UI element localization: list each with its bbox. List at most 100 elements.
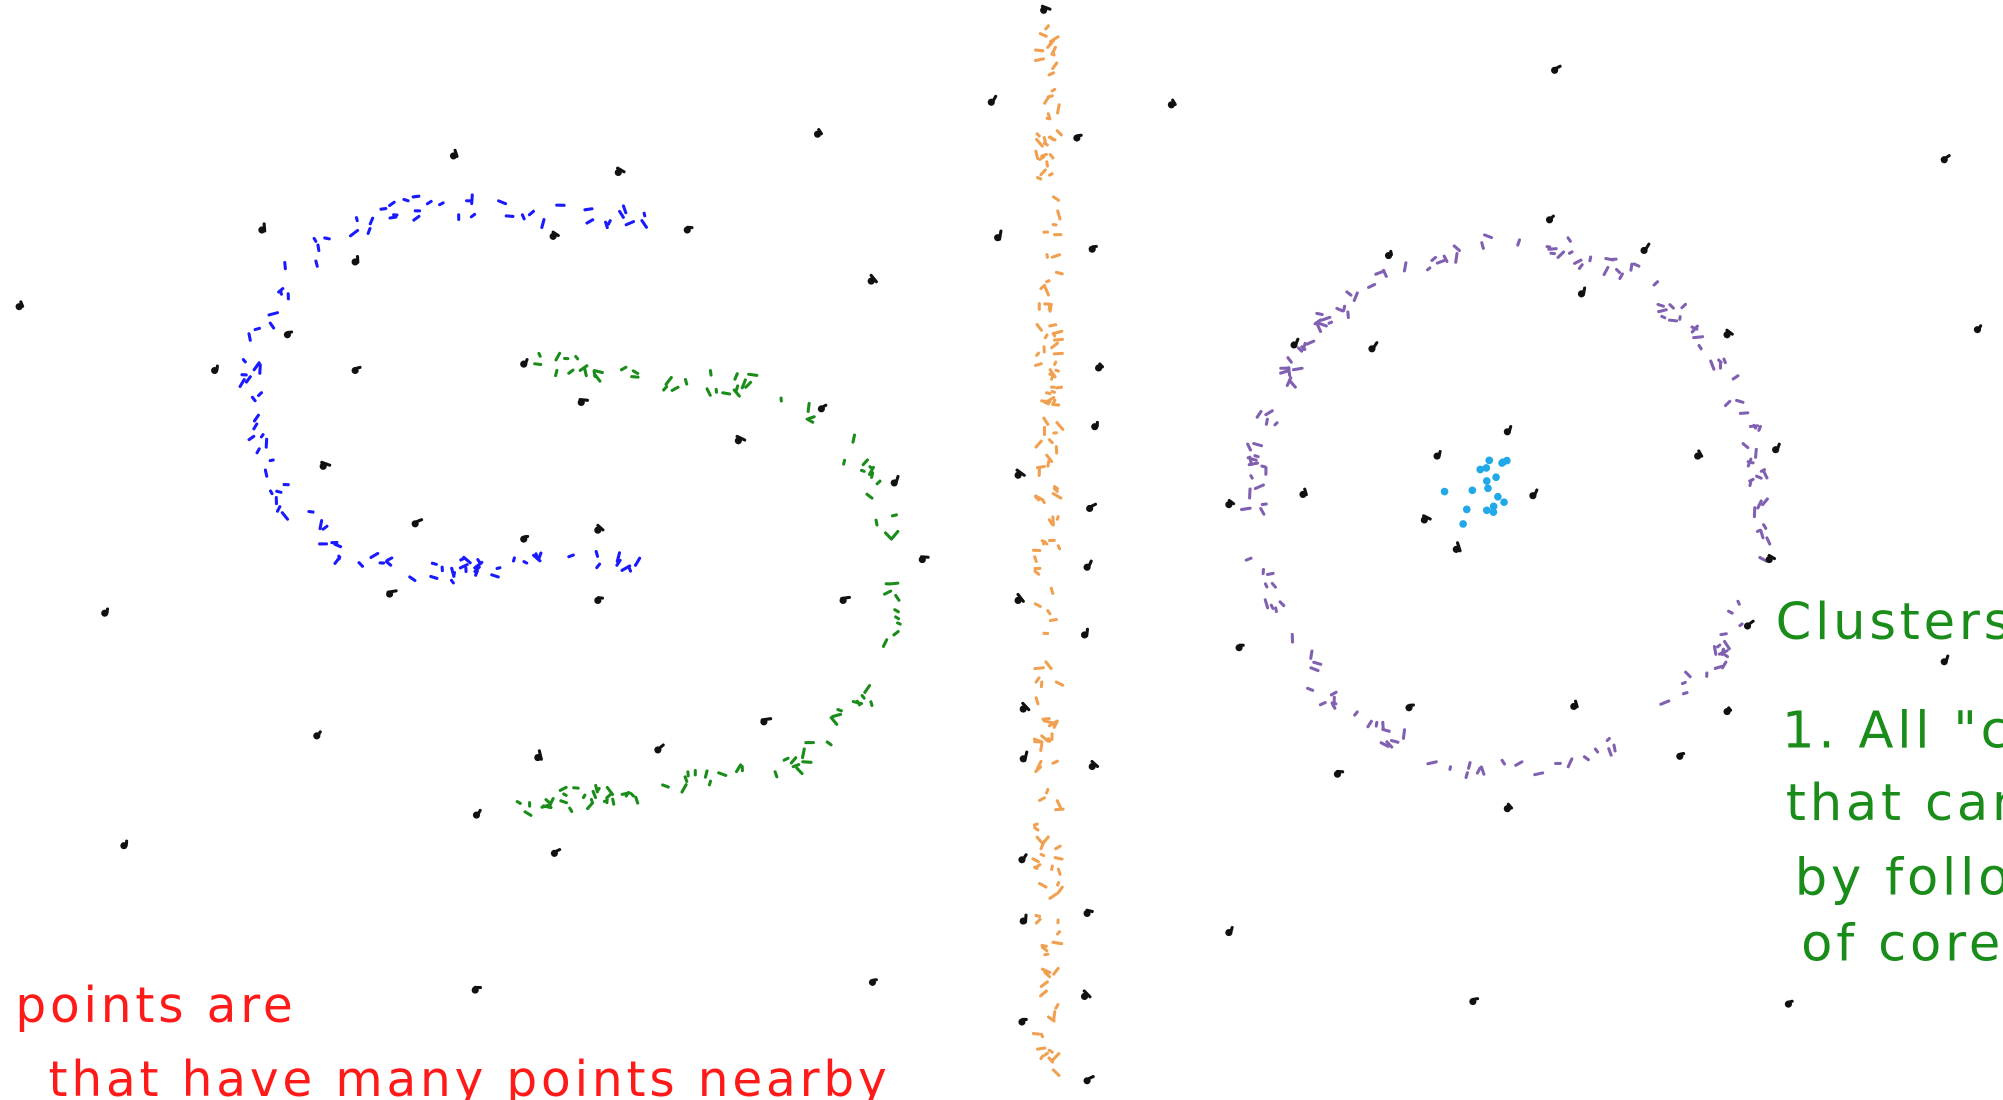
green-point: [831, 712, 843, 719]
green-point: [578, 364, 589, 372]
green-point: [602, 799, 609, 803]
orange-point: [1034, 913, 1042, 918]
blue-point: [323, 236, 331, 241]
green-point: [683, 377, 689, 386]
purple-point: [1697, 343, 1703, 351]
green-point: [875, 479, 882, 486]
purple-point: [1604, 257, 1615, 262]
green-point: [683, 775, 689, 783]
orange-point: [1056, 867, 1062, 876]
blue-point: [277, 287, 285, 294]
purple-point: [1260, 502, 1268, 507]
purple-point: [1259, 507, 1266, 516]
blue-point: [438, 201, 445, 207]
purple-point: [1738, 411, 1750, 415]
purple-point: [1480, 241, 1485, 250]
purple-point: [1366, 719, 1373, 729]
noise-stroke: [1727, 706, 1733, 712]
blue-point: [624, 220, 636, 227]
purple-point: [1315, 323, 1323, 333]
green-point: [868, 465, 874, 470]
orange-point: [1046, 737, 1052, 743]
green-point: [630, 375, 640, 379]
purple-point: [1244, 556, 1253, 562]
green-point: [795, 766, 804, 776]
noise-stroke: [893, 474, 900, 486]
orange-point: [1053, 337, 1064, 342]
orange-point: [1034, 439, 1043, 449]
noise-stroke: [316, 730, 322, 737]
orange-point: [1033, 57, 1045, 63]
purple-point: [1719, 632, 1728, 637]
green-point: [703, 769, 709, 779]
purple-point: [1464, 771, 1469, 779]
orange-point: [1034, 696, 1040, 706]
orange-point: [1033, 569, 1041, 576]
green-point: [836, 707, 843, 713]
orange-point: [1054, 270, 1064, 276]
green-point: [893, 608, 900, 614]
purple-point: [1435, 259, 1446, 265]
purple-point: [1605, 736, 1611, 743]
purple-point: [1287, 366, 1292, 377]
purple-point: [1264, 409, 1274, 417]
purple-point: [1442, 254, 1449, 264]
purple-point: [1727, 609, 1734, 615]
blue-point: [268, 458, 275, 463]
orange-point: [1047, 71, 1056, 77]
orange-point: [1034, 362, 1043, 367]
purple-point: [1607, 747, 1613, 757]
green-point: [732, 388, 741, 398]
purple-point: [1255, 409, 1263, 419]
noise-stroke: [1084, 1075, 1095, 1082]
purple-point: [1335, 306, 1345, 313]
noise-stroke: [537, 749, 543, 761]
orange-point: [1041, 540, 1047, 546]
blue-point: [267, 311, 279, 317]
green-point: [680, 783, 688, 794]
blue-point: [257, 391, 264, 398]
blue-point: [583, 207, 594, 212]
note-title: Clusters: [1776, 593, 2003, 652]
blue-point: [527, 209, 535, 217]
blue-point: [642, 211, 647, 218]
orange-point: [1033, 826, 1040, 832]
blue-point: [368, 216, 375, 226]
purple-point: [1273, 421, 1279, 427]
green-point: [791, 763, 801, 769]
purple-point: [1680, 680, 1687, 686]
purple-point: [1516, 238, 1522, 247]
green-point: [605, 792, 613, 800]
cyan-point: [1482, 506, 1491, 515]
purple-point: [1309, 666, 1320, 673]
blue-point: [615, 558, 622, 567]
green-point: [870, 471, 875, 479]
purple-point: [1757, 424, 1762, 432]
orange-point: [1048, 172, 1054, 177]
green-point: [805, 417, 815, 424]
noise-stroke: [1725, 328, 1734, 336]
purple-point: [1632, 262, 1641, 268]
purple-point: [1278, 600, 1286, 608]
purple-point: [1667, 318, 1679, 323]
cyan-point: [1489, 508, 1498, 517]
purple-point: [1483, 233, 1494, 240]
orange-point: [1050, 87, 1057, 93]
purple-point: [1426, 760, 1438, 766]
green-point: [744, 380, 753, 389]
purple-point: [1668, 303, 1675, 310]
blue-point: [255, 447, 261, 455]
green-point: [884, 531, 893, 541]
orange-point: [1053, 856, 1064, 861]
orange-point: [1043, 285, 1050, 297]
blue-point: [280, 511, 290, 521]
orange-point: [1042, 719, 1054, 725]
green-point: [541, 804, 553, 810]
blue-point: [594, 550, 600, 558]
orange-point: [1038, 881, 1048, 889]
orange-point: [1039, 852, 1046, 858]
green-point: [883, 589, 893, 596]
orange-point: [1034, 917, 1042, 925]
blue-point: [627, 565, 633, 573]
orange-point: [1055, 421, 1065, 431]
